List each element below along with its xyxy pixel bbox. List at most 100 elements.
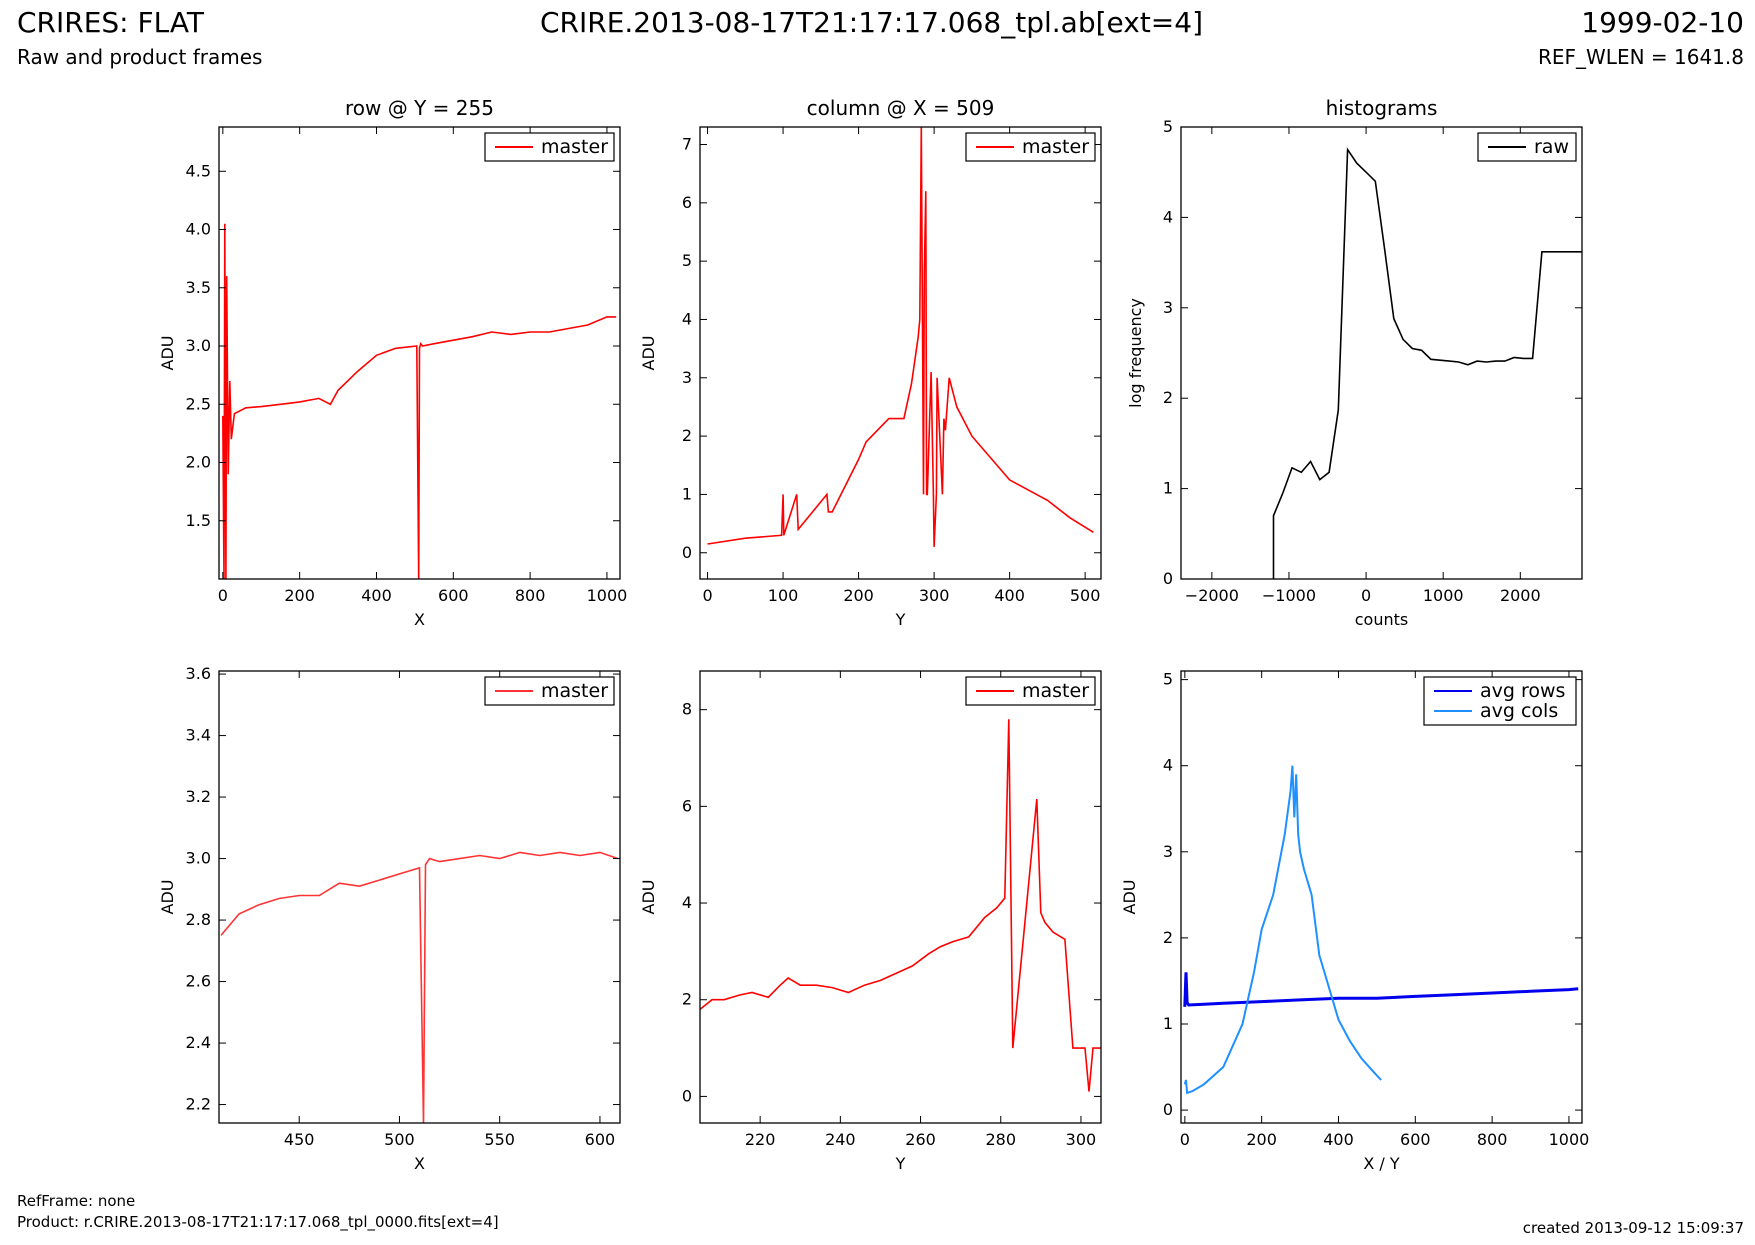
- x-tick-label: 600: [438, 586, 469, 605]
- legend: master: [484, 132, 615, 162]
- x-tick-label: 260: [905, 1130, 936, 1149]
- y-tick-label: 2: [1163, 928, 1173, 947]
- y-tick-label: 0: [682, 1086, 692, 1105]
- x-tick-label: 550: [484, 1130, 515, 1149]
- y-tick-label: 8: [682, 700, 692, 719]
- y-axis-label: ADU: [158, 880, 177, 915]
- series-line-master: [700, 719, 1101, 1092]
- x-tick-label: 600: [1400, 1130, 1431, 1149]
- x-tick-label: 200: [284, 586, 315, 605]
- series-line-master: [220, 851, 619, 1123]
- x-tick-label: 2000: [1500, 586, 1541, 605]
- chart-column: column @ X = 509 0 100 200 300 400 500 0 1 2 3 4 5 6 7…: [639, 96, 1102, 629]
- y-tick-label: 2.0: [186, 453, 211, 472]
- legend-label: avg cols: [1480, 700, 1558, 722]
- x-tick-label: 300: [1066, 1130, 1097, 1149]
- legend-label: raw: [1534, 136, 1569, 158]
- x-tick-label: 400: [994, 586, 1025, 605]
- y-tick-label: 1: [1163, 1014, 1173, 1033]
- y-tick-label: 3.0: [186, 336, 211, 355]
- x-tick-label: 0: [1361, 586, 1371, 605]
- series-group: [222, 223, 617, 579]
- y-tick-label: 2.2: [186, 1095, 211, 1114]
- y-tick-label: 3.2: [186, 787, 211, 806]
- y-tick-label: 0: [1163, 1100, 1173, 1119]
- axes-frame: [218, 670, 621, 1124]
- series-line-raw: [1272, 147, 1582, 579]
- axes-frame: [699, 126, 1102, 580]
- x-tick-label: 220: [745, 1130, 776, 1149]
- y-axis-label: ADU: [1120, 880, 1139, 915]
- legend-label: master: [1022, 680, 1089, 702]
- date-label: 1999-02-10: [1581, 6, 1744, 39]
- y-axis-label: ADU: [639, 336, 658, 371]
- legend: raw: [1477, 132, 1577, 162]
- x-tick-label: 400: [1323, 1130, 1354, 1149]
- x-axis-label: Y: [895, 610, 906, 629]
- chart-column-zoom: 220 240 260 280 300 0 2 4 6 8 Y ADU master: [639, 670, 1102, 1173]
- y-tick-label: 2.4: [186, 1033, 211, 1052]
- y-tick-label: 4.0: [186, 220, 211, 239]
- legend-label: master: [541, 680, 608, 702]
- chart-title: histograms: [1326, 96, 1438, 120]
- axes-frame: [218, 126, 621, 580]
- axes-frame: [1180, 126, 1583, 580]
- legend-label: avg rows: [1480, 680, 1565, 702]
- x-tick-label: 0: [1180, 1130, 1190, 1149]
- y-tick-label: 5: [682, 251, 692, 270]
- chart-row-zoom: 450 500 550 600 2.2 2.4 2.6 2.8 3.0 3.2 3.4 3.6 X ADU…: [158, 664, 621, 1173]
- y-tick-label: 3.5: [186, 278, 211, 297]
- x-tick-label: −1000: [1262, 586, 1316, 605]
- chart-row: row @ Y = 255 0 200 400 600 800 1000 1.5 2.0 2.5 3…: [158, 96, 627, 629]
- x-tick-label: 1000: [1549, 1130, 1590, 1149]
- series-line-master: [222, 223, 617, 579]
- x-axis-label: X: [414, 1154, 425, 1173]
- x-tick-label: 1000: [1423, 586, 1464, 605]
- legend: master: [965, 676, 1096, 706]
- axes-frame: [1180, 670, 1583, 1124]
- x-tick-label: 500: [384, 1130, 415, 1149]
- series-group: [700, 719, 1101, 1092]
- y-tick-label: 3: [1163, 842, 1173, 861]
- legend-label: master: [1022, 136, 1089, 158]
- series-line-master: [707, 127, 1094, 547]
- y-tick-label: 3: [682, 368, 692, 387]
- y-tick-label: 0: [1163, 569, 1173, 588]
- y-tick-label: 2.6: [186, 972, 211, 991]
- created-label: created 2013-09-12 15:09:37: [1522, 1219, 1744, 1237]
- y-tick-label: 4.5: [186, 161, 211, 180]
- y-tick-label: 2.5: [186, 394, 211, 413]
- ref-frame-label: RefFrame: none: [17, 1192, 136, 1210]
- y-tick-label: 4: [682, 309, 692, 328]
- y-tick-label: 5: [1163, 117, 1173, 136]
- y-tick-label: 3.4: [186, 726, 211, 745]
- ref-wlen-label: REF_WLEN = 1641.8: [1537, 45, 1744, 69]
- x-tick-label: 300: [919, 586, 950, 605]
- legend-box: [1423, 676, 1577, 726]
- x-tick-label: 200: [843, 586, 874, 605]
- x-tick-label: 800: [1477, 1130, 1508, 1149]
- x-axis-label: X / Y: [1363, 1154, 1400, 1173]
- y-tick-label: 3: [1163, 298, 1173, 317]
- y-tick-label: 2: [1163, 388, 1173, 407]
- page-title: CRIRES: FLAT: [17, 6, 204, 39]
- legend: master: [484, 676, 615, 706]
- y-tick-label: 1: [682, 484, 692, 503]
- x-tick-label: 0: [702, 586, 712, 605]
- x-tick-label: 280: [985, 1130, 1016, 1149]
- y-axis-label: ADU: [158, 336, 177, 371]
- y-axis-label: ADU: [639, 880, 658, 915]
- legend: master: [965, 132, 1096, 162]
- chart-histograms: histograms −2000 −1000 0 1000 2000 0 1 2 3 4 5 count…: [1126, 96, 1583, 629]
- y-tick-label: 6: [682, 796, 692, 815]
- y-tick-label: 2: [682, 426, 692, 445]
- chart-averages: 0 200 400 600 800 1000 0 1 2 3 4 5 X / Y ADU avg rowsa…: [1120, 670, 1589, 1173]
- series-line-avg-rows: [1183, 972, 1579, 1007]
- y-tick-label: 6: [682, 193, 692, 212]
- x-tick-label: 200: [1246, 1130, 1277, 1149]
- legend-label: master: [541, 136, 608, 158]
- series-line-avg-cols: [1183, 765, 1382, 1095]
- x-tick-label: 400: [361, 586, 392, 605]
- series-group: [220, 851, 619, 1123]
